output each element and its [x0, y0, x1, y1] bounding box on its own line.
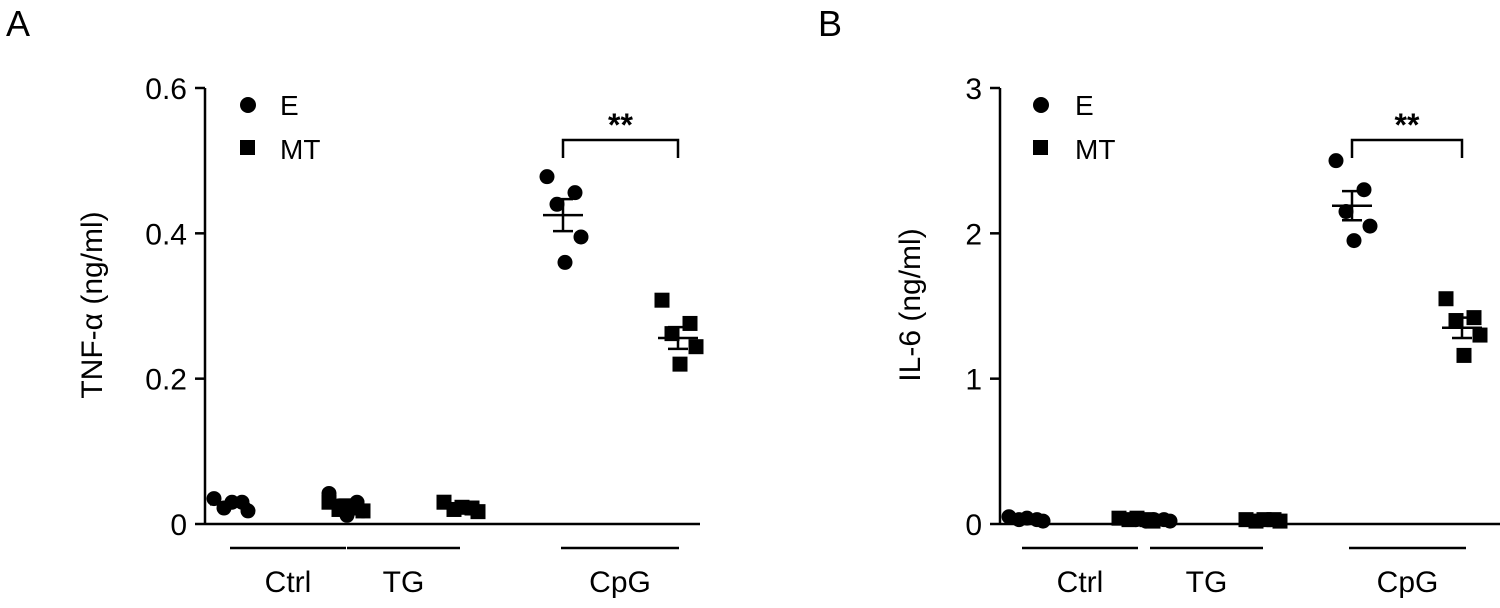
group-label: Ctrl — [265, 566, 312, 599]
data-point-e — [206, 491, 222, 507]
data-point-mt — [1456, 347, 1472, 363]
y-tick-label: 0 — [965, 509, 982, 542]
y-tick-label: 1 — [965, 364, 982, 397]
data-point-mt — [682, 315, 698, 331]
panel-b: B IL-6 (ng/ml) E MT 0 1 2 3 Ctrl TG CpG ** — [818, 3, 1500, 599]
panel-a: A TNF-α (ng/ml) E MT 0 0.2 0.4 0.6 Ctrl TG CpG… — [6, 3, 704, 599]
y-axis-label: IL-6 (ng/ml) — [894, 228, 927, 381]
legend-label-mt: MT — [1075, 134, 1115, 165]
legend-marker-e — [1033, 97, 1049, 113]
data-point-mt — [1145, 513, 1161, 529]
legend-marker-e — [240, 97, 256, 113]
panel-label: B — [818, 3, 842, 44]
legend-marker-mt — [1033, 140, 1048, 155]
group-label: TG — [383, 566, 425, 599]
group-label: CpG — [1377, 566, 1439, 599]
data-point-mt — [672, 356, 688, 372]
data-point-e — [549, 196, 565, 212]
data-point-mt — [355, 503, 371, 519]
legend: E MT — [1033, 90, 1115, 165]
significance-label: ** — [608, 107, 633, 143]
data-point-e — [1356, 182, 1372, 198]
legend-label-e: E — [280, 90, 299, 121]
significance-label: ** — [1395, 107, 1420, 143]
data-point-mt — [1438, 291, 1454, 307]
plot-area: 0 1 2 3 Ctrl TG CpG ** — [965, 73, 1500, 599]
data-point-mt — [1466, 310, 1482, 326]
y-tick-label: 0.6 — [145, 73, 187, 106]
y-tick-label: 2 — [965, 218, 982, 251]
legend-label-mt: MT — [280, 134, 320, 165]
y-axis-label: TNF-α (ng/ml) — [76, 211, 109, 398]
data-point-mt — [1472, 327, 1488, 343]
data-point-mt — [1272, 513, 1288, 529]
data-point-e — [567, 185, 583, 201]
group-label: Ctrl — [1057, 566, 1104, 599]
legend-marker-mt — [240, 140, 255, 155]
data-point-mt — [470, 504, 486, 520]
plot-area: 0 0.2 0.4 0.6 Ctrl TG CpG ** — [145, 73, 704, 599]
data-point-e — [1338, 204, 1354, 220]
y-tick-label: 0 — [170, 509, 187, 542]
y-tick-label: 3 — [965, 73, 982, 106]
legend: E MT — [240, 90, 320, 165]
y-tick-label: 0.4 — [145, 218, 187, 251]
group-label: TG — [1186, 566, 1228, 599]
legend-label-e: E — [1075, 90, 1094, 121]
y-tick-label: 0.2 — [145, 364, 187, 397]
data-point-e — [1346, 233, 1362, 249]
data-point-e — [573, 229, 589, 245]
data-point-e — [240, 503, 256, 519]
data-point-e — [1035, 513, 1051, 529]
group-label: CpG — [589, 566, 651, 599]
data-point-e — [1362, 218, 1378, 234]
data-point-e — [539, 169, 555, 185]
data-point-e — [1328, 153, 1344, 169]
data-point-mt — [654, 292, 670, 308]
data-point-mt — [688, 339, 704, 355]
significance-bracket — [561, 138, 680, 158]
data-point-e — [557, 254, 573, 270]
significance-bracket — [1350, 138, 1464, 158]
panel-label: A — [6, 3, 30, 44]
data-point-e — [1162, 513, 1178, 529]
